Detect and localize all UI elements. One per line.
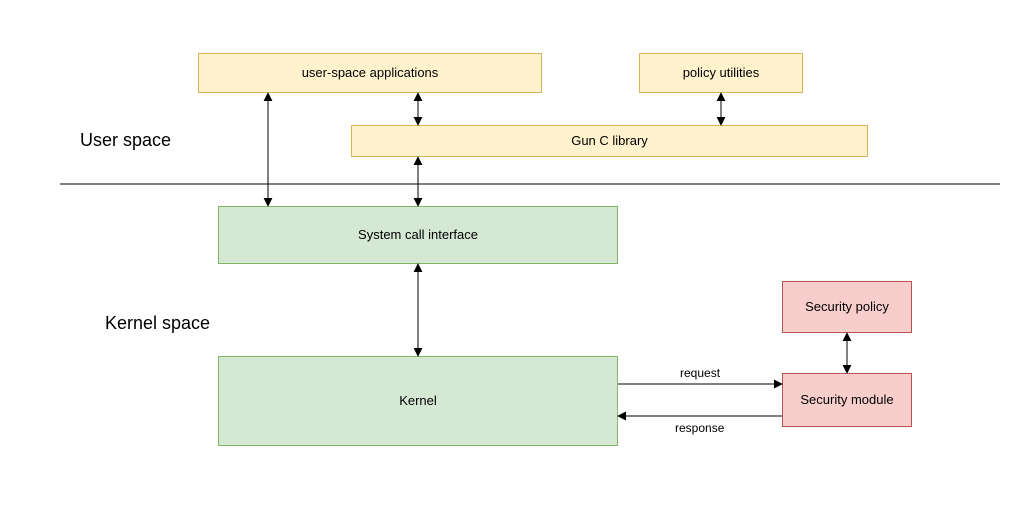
node-security-policy: Security policy: [782, 281, 912, 333]
node-security-module: Security module: [782, 373, 912, 427]
node-kernel: Kernel: [218, 356, 618, 446]
kernel-space-label: Kernel space: [105, 313, 210, 334]
node-system-call-interface: System call interface: [218, 206, 618, 264]
user-space-label: User space: [80, 130, 171, 151]
node-gun-c-library: Gun C library: [351, 125, 868, 157]
node-policy-utilities: policy utilities: [639, 53, 803, 93]
node-user-apps: user-space applications: [198, 53, 542, 93]
edge-label-request: request: [680, 366, 720, 380]
diagram-stage: User space Kernel space user-space appli…: [0, 0, 1013, 512]
edge-label-response: response: [675, 421, 724, 435]
